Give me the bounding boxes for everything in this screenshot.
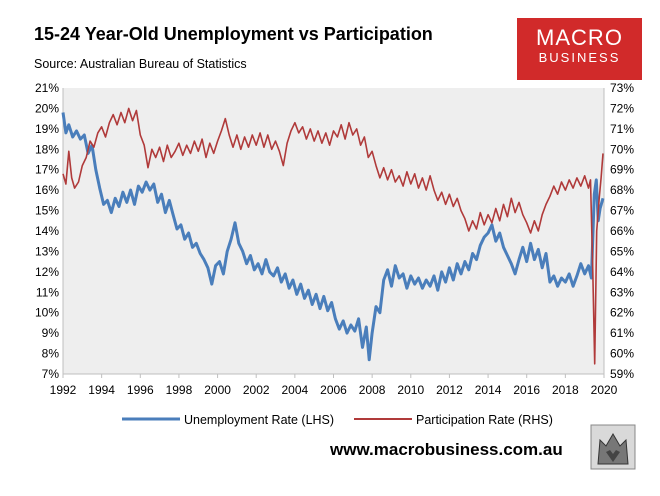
website-url: www.macrobusiness.com.au [330, 440, 563, 459]
x-tick-label: 1994 [88, 383, 115, 397]
right-y-tick-label: 62% [610, 306, 634, 320]
left-y-tick-label: 16% [35, 183, 59, 197]
right-y-tick-label: 61% [610, 326, 634, 340]
unemployment-rate-line [61, 112, 605, 362]
x-tick-label: 2010 [397, 383, 424, 397]
x-tick-label: 2014 [475, 383, 502, 397]
right-y-tick-label: 60% [610, 347, 634, 361]
x-tick-label: 1998 [166, 383, 193, 397]
left-y-tick-label: 20% [35, 101, 59, 115]
legend: Unemployment Rate (LHS) Participation Ra… [122, 413, 553, 427]
macrobusiness-logo: MACRO BUSINESS [517, 18, 642, 80]
x-tick-label: 1992 [50, 383, 77, 397]
left-y-tick-label: 12% [35, 265, 59, 279]
x-tick-label: 2002 [243, 383, 270, 397]
left-y-tick-label: 19% [35, 122, 59, 136]
left-y-tick-label: 8% [42, 347, 60, 361]
x-tick-label: 2012 [436, 383, 463, 397]
x-tick-label: 2000 [204, 383, 231, 397]
right-y-tick-label: 67% [610, 204, 634, 218]
right-y-tick-label: 63% [610, 285, 634, 299]
series-lines [61, 107, 605, 365]
left-y-tick-label: 11% [36, 285, 59, 299]
x-tick-label: 2006 [320, 383, 347, 397]
x-tick-label: 2008 [359, 383, 386, 397]
left-y-tick-label: 10% [35, 306, 59, 320]
x-tick-label: 2018 [552, 383, 579, 397]
x-tick-label: 2020 [591, 383, 618, 397]
right-y-tick-label: 59% [610, 367, 634, 381]
right-y-tick-label: 73% [610, 81, 634, 95]
left-y-tick-label: 9% [42, 326, 60, 340]
chart-title: 15-24 Year-Old Unemployment vs Participa… [34, 24, 433, 44]
left-y-tick-labels: 21% 20% 19% 18% 17% 16% 15% 14% 13% 12% 11% 10% 9% 8%… [35, 81, 59, 381]
left-y-tick-label: 18% [35, 142, 59, 156]
right-y-tick-label: 72% [610, 101, 634, 115]
left-y-tick-label: 13% [35, 244, 59, 258]
logo-line2: BUSINESS [538, 50, 621, 65]
left-y-tick-label: 7% [42, 367, 60, 381]
chart-subtitle: Source: Australian Bureau of Statistics [34, 57, 247, 71]
left-y-tick-label: 21% [35, 81, 59, 95]
x-tick-label: 2016 [513, 383, 540, 397]
plot-area [63, 88, 604, 374]
left-y-tick-label: 17% [35, 163, 59, 177]
right-y-tick-label: 66% [610, 224, 634, 238]
participation-rate-line [62, 107, 604, 365]
x-tick-label: 1996 [127, 383, 154, 397]
logo-line1: MACRO [536, 25, 623, 50]
wolf-emblem-icon [590, 424, 636, 470]
x-tick-label: 2004 [282, 383, 309, 397]
right-y-tick-label: 71% [610, 122, 634, 136]
right-y-tick-label: 65% [610, 244, 634, 258]
right-y-tick-label: 64% [610, 265, 634, 279]
legend-label-participation: Participation Rate (RHS) [416, 413, 553, 427]
x-tick-labels: 1992 1994 1996 1998 2000 2002 2004 2006 2008 2010… [50, 374, 618, 397]
right-y-tick-label: 70% [610, 142, 634, 156]
left-y-tick-label: 15% [35, 204, 59, 218]
right-y-tick-label: 68% [610, 183, 634, 197]
right-y-tick-labels: 73% 72% 71% 70% 69% 68% 67% 66% 65% 64% 63% 62% 61% 6… [610, 81, 634, 381]
legend-label-unemployment: Unemployment Rate (LHS) [184, 413, 334, 427]
left-y-tick-label: 14% [35, 224, 59, 238]
right-y-tick-label: 69% [610, 163, 634, 177]
